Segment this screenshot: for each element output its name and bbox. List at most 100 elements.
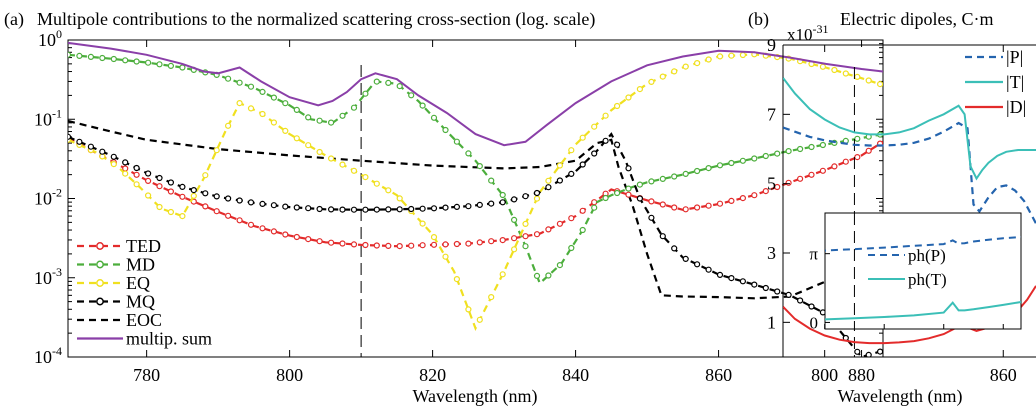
a-marker-md (339, 112, 346, 119)
a-marker-mq (202, 190, 209, 197)
y-tick-label: 10-3 (34, 265, 62, 288)
a-marker-md (819, 141, 827, 149)
a-marker-mq (854, 348, 861, 355)
a-marker-eq (613, 102, 621, 110)
a-marker-md (236, 79, 243, 86)
a-marker-ted (213, 208, 220, 215)
a-marker-mq (510, 196, 518, 203)
a-marker-mq (796, 297, 804, 304)
legend-label-eq: EQ (126, 273, 150, 293)
a-marker-md (385, 79, 392, 87)
panel-b: (b) Electric dipoles, C·m x10-31 1 3 5 7 9 8… (748, 9, 1036, 407)
a-marker-ted (522, 233, 529, 240)
a-marker-ted (796, 175, 804, 182)
a-marker-eq (831, 66, 838, 74)
a-marker-ted (259, 225, 266, 232)
a-marker-ted (488, 238, 495, 245)
y-tick-label: 7 (767, 104, 776, 124)
a-marker-md (373, 78, 380, 85)
a-marker-mq (190, 187, 197, 194)
a-marker-ted (865, 147, 872, 154)
a-marker-md (751, 155, 758, 162)
a-marker-mq (705, 266, 712, 273)
a-marker-eq (145, 192, 152, 199)
a-marker-mq (865, 351, 872, 357)
a-marker-md (659, 175, 666, 182)
panel-b-inset-series (825, 236, 1021, 321)
a-marker-eq (156, 203, 163, 211)
a-marker-md (705, 165, 712, 172)
a-marker-md (362, 90, 369, 97)
panel-a-x-axis-label: Wavelength (nm) (412, 386, 537, 407)
a-marker-mq (282, 203, 289, 210)
a-marker-mq (99, 148, 106, 155)
panel-b-label: (b) (748, 9, 769, 30)
a-marker-eq (499, 271, 506, 278)
panel-b-y-ticks: 1 3 5 7 9 (767, 35, 790, 332)
panel-a-title: Multipole contributions to the normalize… (37, 9, 595, 30)
x-tick-label: 800 (276, 365, 303, 385)
a-marker-ted (579, 207, 586, 214)
a-marker-md (247, 83, 255, 90)
a-marker-eq (442, 253, 449, 260)
a-marker-md (545, 272, 552, 279)
a-marker-md (739, 157, 747, 164)
a-marker-ted (648, 198, 655, 205)
a-line-multip-sum (68, 41, 883, 147)
y-tick-base: 10 (34, 347, 52, 367)
panel-a-label: (a) (4, 9, 24, 30)
a-marker-ted (693, 204, 701, 211)
inset-y-tick-label: π (809, 245, 818, 264)
a-marker-mq (213, 193, 220, 200)
y-tick-label: 10-1 (34, 106, 62, 129)
a-marker-md (419, 102, 426, 109)
a-marker-mq (305, 205, 312, 212)
a-marker-mq (408, 205, 415, 213)
a-marker-ted (659, 201, 666, 208)
a-marker-eq (167, 208, 174, 216)
legend-label-t: |T| (1006, 72, 1024, 92)
a-marker-eq (339, 161, 346, 168)
a-marker-md (648, 178, 655, 185)
a-line-eoc (68, 119, 883, 300)
a-marker-eq (293, 135, 300, 142)
a-marker-md (408, 92, 415, 99)
a-marker-eq (728, 52, 735, 59)
panel-b-x-ticks: 800 860 (811, 45, 1017, 385)
a-marker-mq (385, 206, 392, 213)
a-marker-ted (476, 239, 483, 246)
a-marker-eq (682, 63, 689, 70)
a-marker-ted (728, 197, 735, 204)
a-marker-ted (179, 193, 186, 200)
a-marker-ted (682, 206, 689, 213)
a-marker-mq (430, 205, 438, 212)
a-marker-eq (430, 234, 438, 241)
legend-marker-eq (96, 279, 104, 287)
a-marker-eq (659, 73, 666, 80)
legend-label-p: |P| (1006, 47, 1023, 67)
a-marker-mq (87, 143, 95, 150)
a-marker-ted (716, 200, 724, 207)
panel-a: (a) Multipole contributions to the norma… (4, 9, 884, 407)
a-marker-mq (442, 204, 449, 211)
a-marker-eq (705, 56, 712, 63)
y-tick-base: 10 (34, 268, 52, 288)
a-marker-eq (270, 119, 277, 126)
a-marker-md (145, 59, 152, 66)
a-marker-ted (385, 242, 392, 249)
a-marker-md (179, 64, 186, 71)
a-marker-eq (716, 53, 724, 60)
a-marker-mq (568, 170, 575, 177)
a-marker-md (396, 82, 403, 90)
a-marker-mq (373, 206, 380, 213)
y-tick-exp: -2 (52, 186, 62, 200)
a-marker-ted (293, 233, 300, 241)
a-marker-mq (133, 164, 140, 172)
a-marker-md (156, 61, 163, 68)
a-marker-md (854, 135, 861, 142)
a-marker-mq (247, 199, 255, 206)
a-marker-mq (488, 200, 495, 207)
b-line-p (783, 121, 1036, 225)
panel-b-title: Electric dipoles, C·m (840, 9, 993, 29)
a-marker-mq (68, 133, 72, 140)
